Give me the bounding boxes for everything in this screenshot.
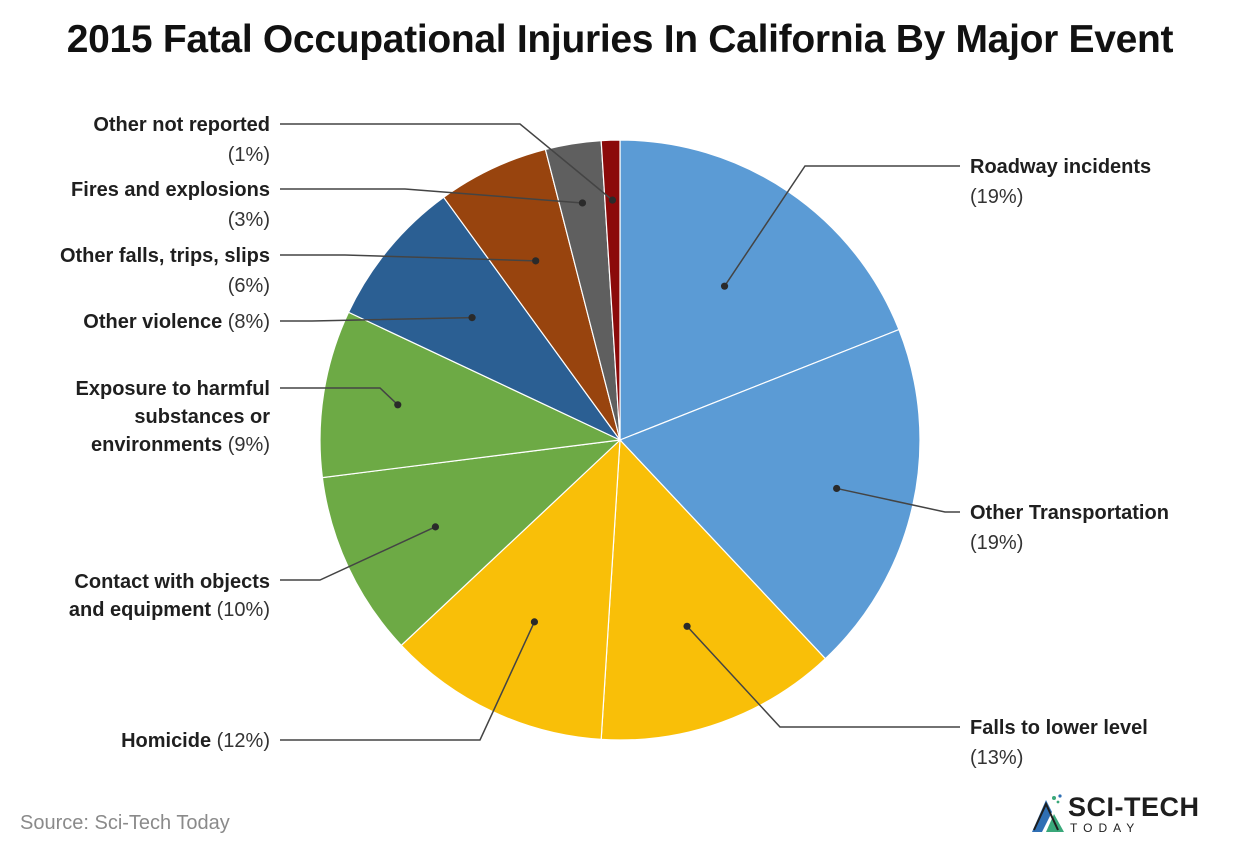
slice-label-exposure-to-harmful-substances-or-environments: Exposure to harmful substances or environm… xyxy=(76,378,271,456)
leader-line-homicide xyxy=(280,621,536,741)
pie-slice-roadway-incidents xyxy=(619,139,900,441)
slice-label-other-transportation: Other Transportation (19%) xyxy=(970,502,1169,554)
leader-dot-exposure-to-harmful-substances-or-environments xyxy=(394,401,402,409)
slice-label-other-falls-trips-slips: Other falls, trips, slips (6%) xyxy=(60,245,270,297)
leader-dot-roadway-incidents xyxy=(720,282,729,290)
pie-slice-other-not-reported xyxy=(600,139,621,441)
logo-text: SCI-TECH xyxy=(1068,792,1200,822)
leader-dot-other-not-reported xyxy=(608,196,617,204)
slice-label-contact-with-objects-and-equipment: Contact with objects and equipment (10%) xyxy=(69,571,270,621)
source-note: Source: Sci-Tech Today xyxy=(20,812,230,834)
leader-line-contact-with-objects-and-equipment xyxy=(280,526,436,581)
leader-dot-other-violence xyxy=(468,314,476,322)
leader-line-exposure-to-harmful-substances-or-environments xyxy=(280,387,399,406)
leader-line-other-transportation xyxy=(836,487,960,513)
leader-line-falls-to-lower-level xyxy=(686,625,960,728)
leader-dot-falls-to-lower-level xyxy=(683,622,691,630)
slice-label-homicide: Homicide (12%) xyxy=(121,730,270,752)
leader-line-other-falls-trips-slips xyxy=(280,254,536,262)
pie-slice-homicide xyxy=(400,438,621,741)
slice-label-other-not-reported: Other not reported (1%) xyxy=(93,114,270,166)
leader-dot-homicide xyxy=(530,618,539,626)
logo-mark-icon xyxy=(1032,794,1064,832)
leader-dot-other-transportation xyxy=(833,484,841,493)
leader-line-other-not-reported xyxy=(280,123,613,201)
logo-subtext: TODAY xyxy=(1070,821,1141,835)
pie-slice-falls-to-lower-level xyxy=(600,438,827,741)
leader-line-roadway-incidents xyxy=(723,165,960,287)
slice-label-roadway-incidents: Roadway incidents (19%) xyxy=(970,156,1151,208)
slice-label-fires-and-explosions: Fires and explosions (3%) xyxy=(71,179,270,231)
pie-slice-other-violence xyxy=(347,196,621,441)
leader-line-fires-and-explosions xyxy=(280,188,583,204)
leader-dot-contact-with-objects-and-equipment xyxy=(431,523,440,531)
slice-label-other-violence: Other violence (8%) xyxy=(83,311,270,333)
slice-label-falls-to-lower-level: Falls to lower level (13%) xyxy=(970,717,1148,769)
sci-tech-logo: SCI-TECH TODAY xyxy=(1028,790,1228,838)
leader-line-other-violence xyxy=(280,316,473,322)
leader-dot-fires-and-explosions xyxy=(578,199,587,207)
chart-title: 2015 Fatal Occupational Injuries In Cali… xyxy=(66,18,1174,61)
leader-dot-other-falls-trips-slips xyxy=(532,257,540,265)
pie-slice-contact-with-objects-and-equipment xyxy=(321,439,622,647)
